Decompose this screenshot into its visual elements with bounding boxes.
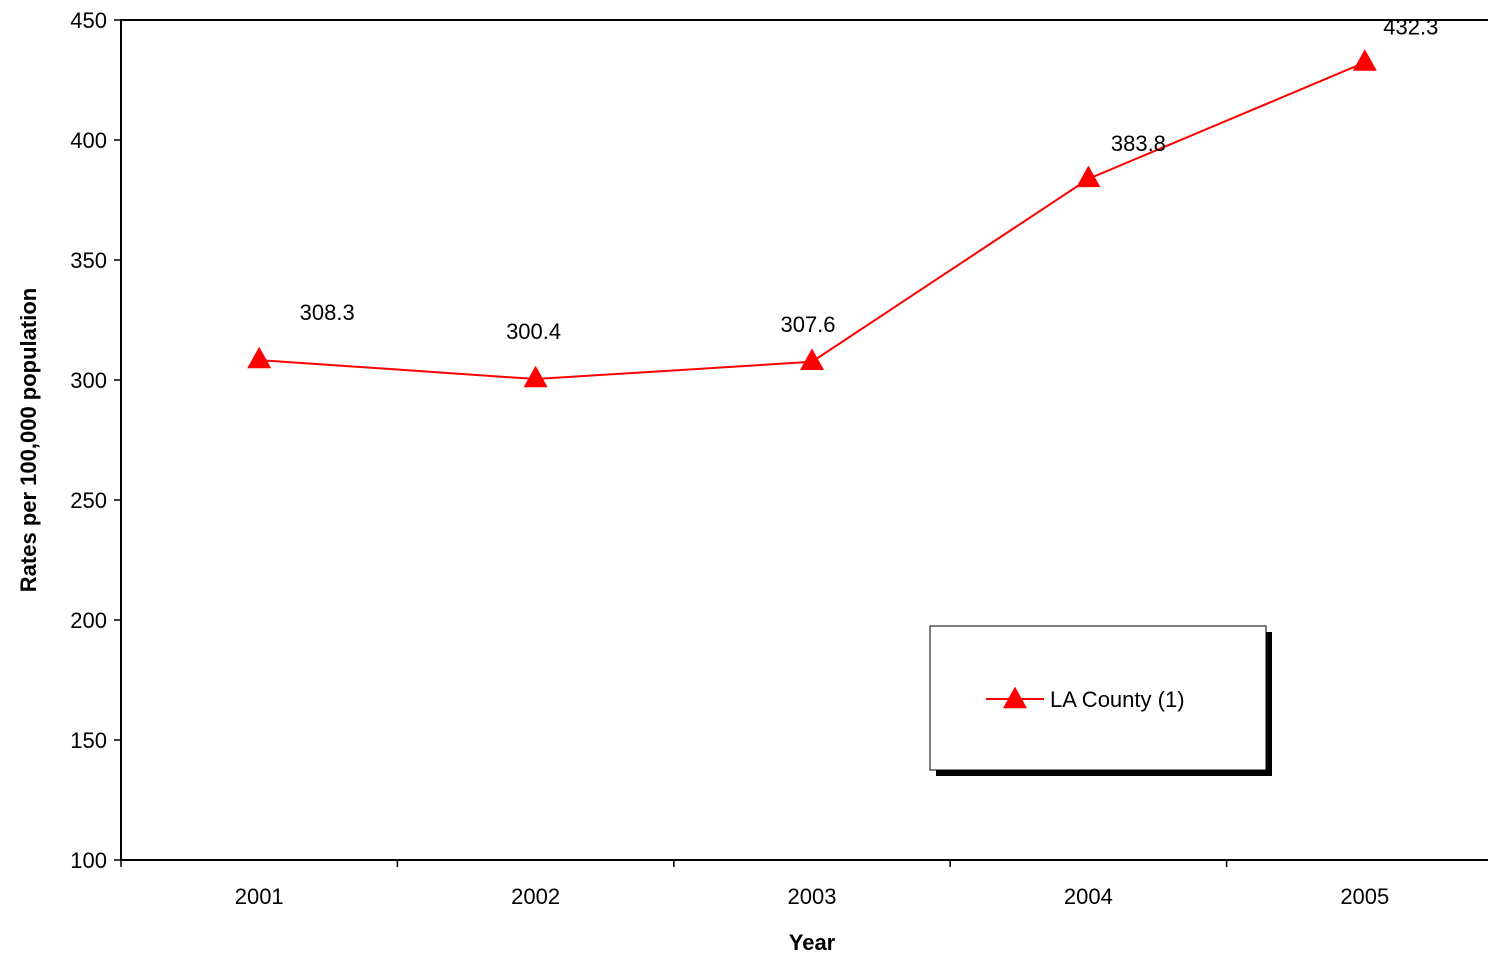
plot-area-border: [120, 19, 1488, 861]
y-tick-label: 400: [70, 128, 107, 153]
data-point-marker: [1352, 49, 1377, 71]
data-point-marker: [247, 346, 272, 369]
x-tick-label: 2005: [1340, 884, 1389, 909]
y-tick-label: 150: [70, 728, 107, 753]
y-axis-ticks: 100 150 200 250 300 350 400 450: [70, 8, 121, 873]
axes: [120, 19, 1488, 861]
x-tick-label: 2004: [1064, 884, 1113, 909]
series-markers: [247, 49, 1377, 388]
y-tick-label: 250: [70, 488, 107, 513]
y-tick-label: 300: [70, 368, 107, 393]
legend-label: LA County (1): [1050, 687, 1185, 712]
data-point-marker: [800, 348, 824, 370]
data-point-marker: [1076, 165, 1101, 188]
x-tick-label: 2001: [235, 884, 284, 909]
legend: LA County (1): [929, 625, 1272, 776]
data-label: 383.8: [1111, 131, 1166, 156]
y-axis-title: Rates per 100,000 population: [16, 288, 41, 592]
data-label: 308.3: [300, 300, 355, 325]
x-tick-label: 2002: [511, 884, 560, 909]
data-labels: 308.3 300.4 307.6 383.8 432.3: [300, 14, 1439, 344]
legend-triangle-marker: [1003, 686, 1027, 709]
data-label: 300.4: [506, 319, 561, 344]
data-point-marker: [523, 365, 548, 388]
data-label: 432.3: [1383, 14, 1438, 39]
x-axis-title: Year: [789, 930, 836, 955]
y-tick-label: 350: [70, 248, 107, 273]
data-label: 307.6: [780, 312, 835, 337]
x-tick-label: 2003: [788, 884, 837, 909]
y-tick-label: 200: [70, 608, 107, 633]
y-tick-label: 100: [70, 848, 107, 873]
y-tick-label: 450: [70, 8, 107, 33]
x-axis-ticks: 2001 2002 2003 2004 2005: [120, 860, 1389, 909]
